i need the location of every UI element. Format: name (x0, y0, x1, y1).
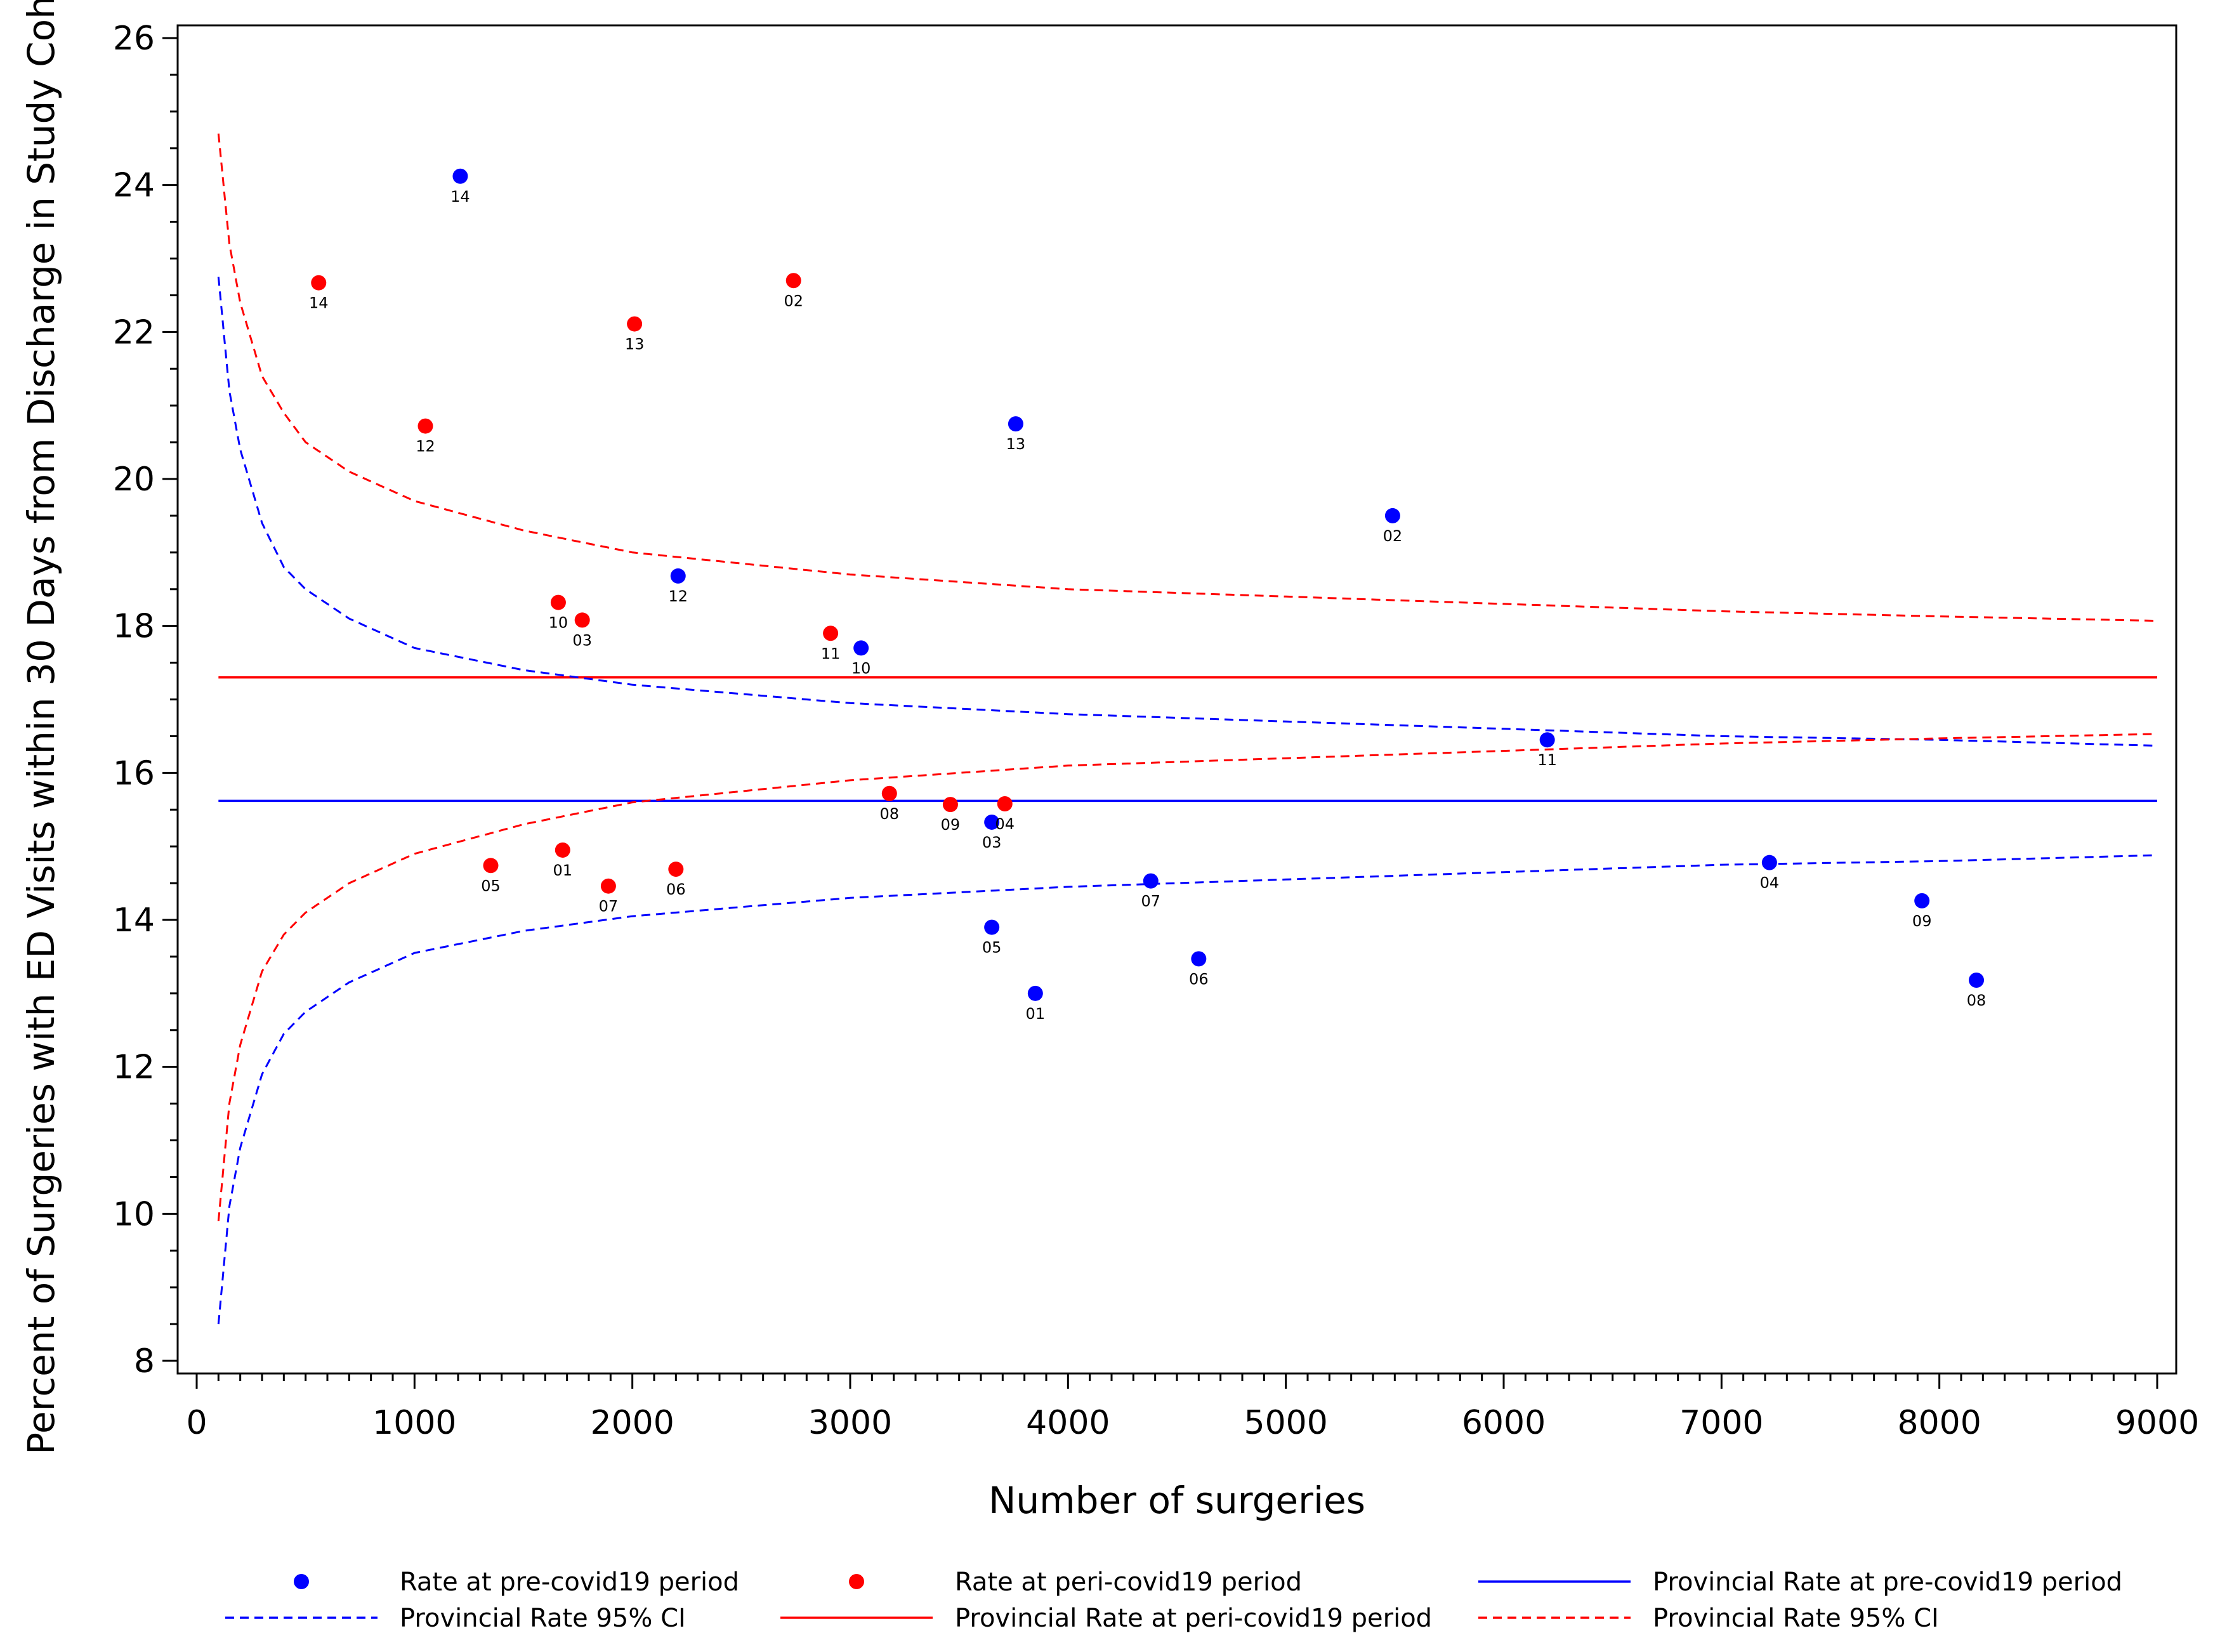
point-peri-04 (997, 796, 1013, 811)
point-pre-07 (1143, 873, 1159, 889)
point-label-peri-03: 03 (572, 631, 592, 649)
point-label-pre-04: 04 (1760, 874, 1780, 892)
point-label-pre-10: 10 (851, 659, 871, 677)
x-tick-label-8000: 8000 (1897, 1404, 1981, 1442)
point-pre-01 (1027, 985, 1043, 1001)
point-label-pre-14: 14 (450, 188, 470, 206)
axes: 8 10 12 14 16 18 20 22 24 26 0 1000 2000 3000 4000 5000… (113, 20, 2199, 1442)
y-tick-label-8: 8 (134, 1342, 155, 1380)
point-pre-10 (853, 640, 869, 656)
x-tick-label-0: 0 (186, 1404, 207, 1442)
y-tick-label-16: 16 (113, 754, 155, 792)
point-label-peri-07: 07 (599, 898, 619, 915)
y-tick-label-24: 24 (113, 167, 155, 205)
ci-upper-peri (217, 133, 2158, 622)
x-tick-label-6000: 6000 (1462, 1404, 1546, 1442)
legend-symbol-rate-at-pre-covid19-period (294, 1574, 309, 1589)
x-tick-label-4000: 4000 (1026, 1404, 1110, 1442)
point-peri-10 (550, 594, 566, 610)
point-label-pre-07: 07 (1141, 893, 1161, 910)
point-pre-05 (984, 919, 1000, 935)
point-label-peri-12: 12 (416, 438, 435, 456)
point-peri-13 (627, 316, 643, 332)
y-tick-label-20: 20 (113, 461, 155, 499)
point-label-pre-11: 11 (1537, 751, 1557, 769)
legend: Rate at pre-covid19 period Rate at peri-c… (225, 1568, 2122, 1633)
x-axis-title: Number of surgeries (988, 1479, 1365, 1522)
point-pre-02 (1384, 508, 1400, 523)
point-label-pre-06: 06 (1189, 970, 1209, 988)
point-label-peri-10: 10 (549, 614, 568, 632)
point-label-peri-02: 02 (784, 292, 803, 310)
point-label-peri-08: 08 (880, 805, 900, 823)
point-label-peri-04: 04 (995, 815, 1015, 833)
point-label-peri-11: 11 (821, 645, 841, 662)
point-label-pre-01: 01 (1026, 1005, 1046, 1023)
point-pre-09 (1914, 893, 1930, 908)
y-tick-label-10: 10 (113, 1195, 155, 1233)
y-tick-label-12: 12 (113, 1049, 155, 1087)
point-label-peri-14: 14 (309, 294, 329, 312)
point-pre-03 (984, 814, 1000, 830)
point-pre-06 (1191, 951, 1207, 967)
point-label-peri-01: 01 (553, 862, 573, 879)
point-label-pre-08: 08 (1967, 992, 1987, 1009)
ci-lower-peri (217, 733, 2158, 1222)
point-label-pre-09: 09 (1912, 912, 1932, 930)
x-tick-label-5000: 5000 (1244, 1404, 1327, 1442)
y-axis-title: Percent of Surgeries with ED Visits with… (20, 0, 63, 1455)
point-label-peri-09: 09 (941, 816, 961, 834)
point-peri-03 (574, 612, 590, 628)
point-pre-14 (452, 168, 468, 184)
point-peri-02 (785, 273, 801, 289)
point-pre-04 (1761, 855, 1777, 870)
point-peri-06 (668, 862, 684, 877)
ci-upper-pre (217, 277, 2158, 747)
y-tick-label-26: 26 (113, 20, 155, 58)
point-peri-01 (555, 842, 570, 858)
point-pre-11 (1539, 732, 1555, 748)
point-peri-11 (823, 626, 839, 641)
legend-label-provincial-rate-at-peri-covid19-period: Provincial Rate at peri-covid19 period (955, 1604, 1432, 1633)
point-peri-07 (600, 878, 616, 894)
legend-label-rate-at-pre-covid19-period: Rate at pre-covid19 period (400, 1568, 739, 1597)
x-tick-label-2000: 2000 (590, 1404, 674, 1442)
y-tick-label-14: 14 (113, 901, 155, 940)
point-label-pre-03: 03 (982, 834, 1002, 851)
point-peri-05 (483, 858, 499, 874)
point-label-pre-02: 02 (1383, 527, 1403, 545)
point-label-pre-13: 13 (1006, 435, 1026, 453)
legend-label-rate-at-peri-covid19-period: Rate at peri-covid19 period (955, 1568, 1302, 1597)
legend-label-provincial-rate-95-ci: Provincial Rate 95% CI (1653, 1604, 1939, 1633)
point-label-pre-12: 12 (668, 587, 688, 605)
x-tick-label-3000: 3000 (808, 1404, 892, 1442)
point-label-peri-05: 05 (481, 877, 501, 895)
point-pre-08 (1969, 972, 1985, 988)
point-label-peri-06: 06 (666, 881, 686, 898)
legend-label-provincial-rate-at-pre-covid19-period: Provincial Rate at pre-covid19 period (1653, 1568, 2122, 1597)
point-peri-08 (881, 785, 897, 801)
y-tick-label-22: 22 (113, 313, 155, 351)
point-peri-09 (942, 797, 958, 813)
x-tick-label-9000: 9000 (2115, 1404, 2199, 1442)
legend-symbol-rate-at-peri-covid19-period (849, 1574, 864, 1589)
point-peri-12 (417, 418, 433, 434)
point-label-pre-05: 05 (982, 939, 1002, 957)
ci-lower-pre (217, 854, 2158, 1325)
point-peri-14 (311, 275, 327, 291)
y-tick-label-18: 18 (113, 608, 155, 646)
point-pre-13 (1008, 416, 1023, 432)
x-tick-label-1000: 1000 (372, 1404, 456, 1442)
point-label-peri-13: 13 (625, 336, 645, 353)
point-pre-12 (670, 568, 686, 584)
legend-label-provincial-rate-95-ci: Provincial Rate 95% CI (400, 1604, 686, 1633)
x-tick-label-7000: 7000 (1679, 1404, 1763, 1442)
